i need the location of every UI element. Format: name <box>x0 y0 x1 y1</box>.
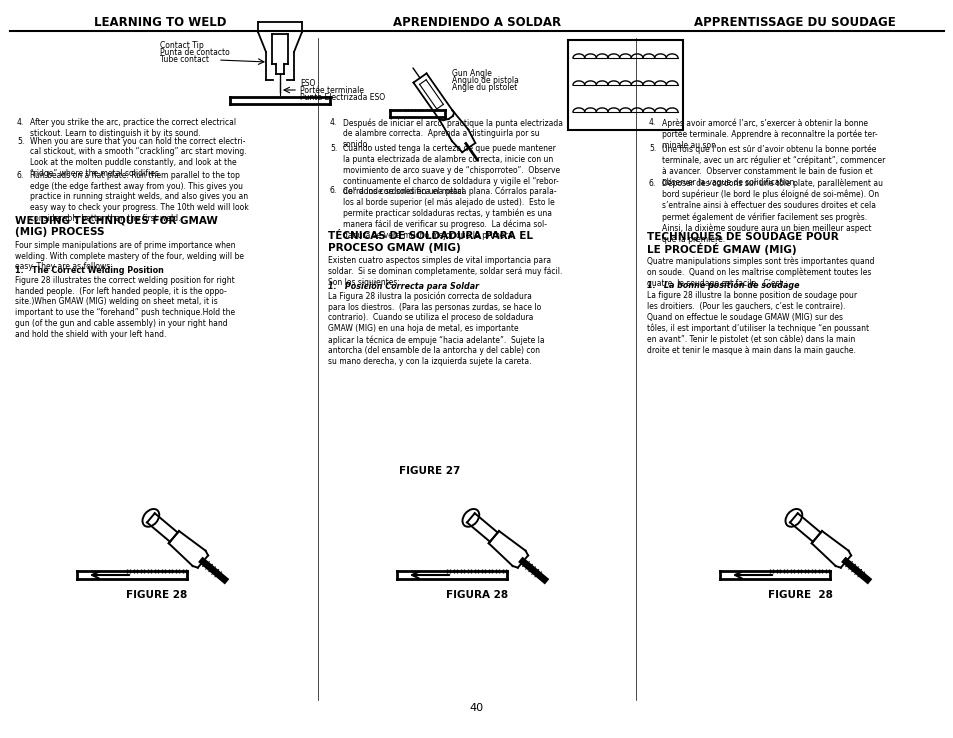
Text: 6.: 6. <box>648 179 656 187</box>
Bar <box>567 40 682 130</box>
Text: Déposer des cordons sur une tôle plate, parallèlement au
bord supérieur (le bord: Déposer des cordons sur une tôle plate, … <box>661 179 882 244</box>
Text: Angulo de pistola: Angulo de pistola <box>452 76 518 85</box>
Text: After you strike the arc, practice the correct electrical
stickout. Learn to dis: After you strike the arc, practice the c… <box>30 118 236 138</box>
Text: Four simple manipulations are of prime importance when
welding. With complete ma: Four simple manipulations are of prime i… <box>15 241 244 272</box>
Text: La figure 28 illustre la bonne position de soudage pour
les droitiers.  (Pour le: La figure 28 illustre la bonne position … <box>646 292 868 355</box>
Text: Punta de contacto: Punta de contacto <box>160 48 230 57</box>
Text: Existen cuatro aspectos simples de vital importancia para
soldar.  Si se dominan: Existen cuatro aspectos simples de vital… <box>328 256 561 287</box>
Text: 5.: 5. <box>17 137 24 145</box>
Text: 1.   La bonne position de soudage: 1. La bonne position de soudage <box>646 281 799 290</box>
Text: Cuando usted tenga la certeza de que puede mantener
la punta electrizada de alam: Cuando usted tenga la certeza de que pue… <box>343 145 559 196</box>
Text: When you are sure that you can hold the correct electri-
cal stickout, with a sm: When you are sure that you can hold the … <box>30 137 247 178</box>
Text: Figure 28 illustrates the correct welding position for right
handed people.  (Fo: Figure 28 illustrates the correct weldin… <box>15 276 234 339</box>
Text: 4.: 4. <box>330 118 337 127</box>
Text: La Figura 28 ilustra la posición correcta de soldadura
para los diestros.  (Para: La Figura 28 ilustra la posición correct… <box>328 292 544 366</box>
Text: Une fois que l’on est sûr d’avoir obtenu la bonne portée
terminale, avec un arc : Une fois que l’on est sûr d’avoir obtenu… <box>661 145 884 187</box>
Text: 40: 40 <box>470 703 483 713</box>
Text: FIGURE 27: FIGURE 27 <box>399 466 460 476</box>
Text: Gun Angle: Gun Angle <box>452 69 492 78</box>
Text: Quatre manipulations simples sont très importantes quand
on soude.  Quand on les: Quatre manipulations simples sont très i… <box>646 256 874 288</box>
Text: APPRENTISSAGE DU SOUDAGE: APPRENTISSAGE DU SOUDAGE <box>694 16 895 29</box>
Text: 6.: 6. <box>330 187 337 196</box>
Text: TECHNIQUES DE SOUDAGE POUR
LE PROCÉDÉ GMAW (MIG): TECHNIQUES DE SOUDAGE POUR LE PROCÉDÉ GM… <box>646 232 838 255</box>
Text: FIGURE 28: FIGURE 28 <box>126 590 188 600</box>
Text: 4.: 4. <box>648 118 656 127</box>
Text: Tube contact: Tube contact <box>160 55 209 64</box>
Text: 6.: 6. <box>17 170 24 180</box>
Text: APRENDIENDO A SOLDAR: APRENDIENDO A SOLDAR <box>393 16 560 29</box>
Text: Contact Tip: Contact Tip <box>160 41 204 50</box>
Text: FIGURE  28: FIGURE 28 <box>767 590 832 600</box>
Text: WELDING TECHNIQUES FOR GMAW
(MIG) PROCESS: WELDING TECHNIQUES FOR GMAW (MIG) PROCES… <box>15 215 217 237</box>
Text: LEARNING TO WELD: LEARNING TO WELD <box>93 16 226 29</box>
Text: Portée terminale: Portée terminale <box>299 86 364 95</box>
Text: 1.   The Correct Welding Position: 1. The Correct Welding Position <box>15 266 164 275</box>
Text: Después de iniciar el arco, practique la punta electrizada
de alambre correcta. : Después de iniciar el arco, practique la… <box>343 118 562 149</box>
Text: TÉCNICAS DE SOLDADURA PARA EL
PROCESO GMAW (MIG): TÉCNICAS DE SOLDADURA PARA EL PROCESO GM… <box>328 232 533 252</box>
Text: ESO: ESO <box>299 79 315 88</box>
Text: Run beads on a flat plate. Run them parallel to the top
edge (the edge farthest : Run beads on a flat plate. Run them para… <box>30 170 249 223</box>
Text: FIGURA 28: FIGURA 28 <box>445 590 508 600</box>
Text: Après avoir amorcé l’arc, s’exercer à obtenir la bonne
portée terminale. Apprend: Après avoir amorcé l’arc, s’exercer à ob… <box>661 118 877 150</box>
Text: Punta Electrizada ESO: Punta Electrizada ESO <box>299 93 385 102</box>
Text: 4.: 4. <box>17 118 24 127</box>
Text: Angle du pistolet: Angle du pistolet <box>452 83 517 92</box>
Text: 5.: 5. <box>648 145 656 154</box>
Text: Corra los cordones en una placa plana. Córralos parala-
los al borde superior (e: Corra los cordones en una placa plana. C… <box>343 187 556 240</box>
Text: 5.: 5. <box>330 145 337 154</box>
Text: 1.   Posición Correcta para Soldar: 1. Posición Correcta para Soldar <box>328 281 478 291</box>
